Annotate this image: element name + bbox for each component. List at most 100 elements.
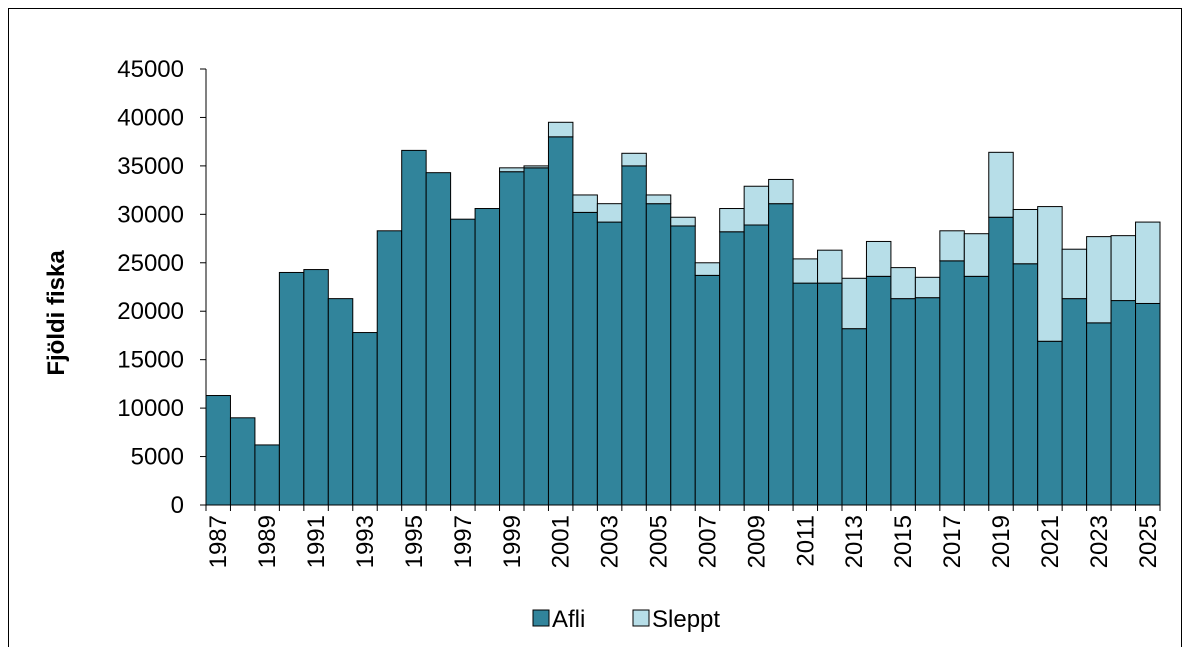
bar-afli-2018	[963, 275, 990, 506]
bar-sleppt-2002	[572, 194, 598, 213]
bar-sleppt-2018	[963, 233, 990, 277]
bar-afli-2012	[817, 282, 843, 506]
y-tick-label: 5000	[131, 444, 184, 471]
y-tick-label: 10000	[117, 395, 184, 422]
x-tick-label: 2011	[792, 515, 819, 567]
x-tick-label: 2021	[1037, 515, 1064, 568]
x-tick-label: 2001	[548, 515, 575, 568]
bar-afli-2005	[645, 203, 672, 506]
legend-swatch-sleppt	[632, 609, 650, 627]
bar-afli-2025	[1135, 302, 1161, 506]
x-tick-label: 1989	[254, 515, 281, 568]
y-tick-label: 45000	[117, 56, 184, 83]
bar-sleppt-2013	[841, 277, 867, 330]
legend-swatch-afli	[532, 609, 550, 627]
bar-afli-1989	[254, 444, 280, 506]
bar-afli-2011	[792, 282, 819, 506]
bar-afli-1990	[278, 271, 305, 506]
bars-group	[205, 121, 1161, 506]
bar-sleppt-2005	[645, 194, 672, 205]
legend: Afli Sleppt	[532, 606, 720, 633]
x-tick-label: 1999	[499, 515, 526, 568]
bar-afli-2014	[865, 275, 892, 506]
bar-sleppt-2011	[792, 258, 819, 284]
legend-label-afli: Afli	[552, 606, 585, 633]
bar-afli-2015	[890, 298, 916, 506]
bar-sleppt-2004	[621, 152, 647, 167]
bar-sleppt-2017	[939, 230, 965, 262]
bar-afli-2003	[596, 221, 623, 506]
bar-afli-2020	[1012, 263, 1039, 506]
bar-afli-1998	[474, 208, 501, 506]
bar-sleppt-2007	[694, 262, 721, 276]
bar-afli-2002	[572, 211, 598, 506]
bar-afli-1991	[303, 269, 329, 506]
bar-afli-2019	[988, 216, 1014, 506]
bar-afli-2009	[743, 224, 770, 506]
bar-afli-2024	[1110, 300, 1137, 506]
bar-afli-1993	[352, 332, 378, 506]
y-tick-label: 35000	[117, 153, 184, 180]
x-tick-label: 1993	[352, 515, 379, 568]
axes-group	[205, 69, 1160, 506]
y-ticks-group: 0 5000 10000 15000 20000 25000 30000 35000 40000…	[117, 56, 206, 519]
x-tick-label: 2005	[646, 515, 673, 568]
bar-sleppt-2015	[890, 267, 916, 300]
legend-label-sleppt: Sleppt	[652, 606, 720, 633]
x-tick-label: 1997	[450, 515, 477, 568]
bar-afli-2010	[768, 203, 794, 506]
x-tick-label: 2013	[841, 515, 868, 568]
x-tick-label: 2015	[890, 515, 917, 568]
bar-afli-2004	[621, 165, 647, 506]
y-tick-label: 15000	[117, 347, 184, 374]
bar-sleppt-2014	[865, 240, 892, 277]
bar-afli-2000	[523, 167, 549, 506]
bar-afli-2023	[1086, 322, 1112, 506]
bar-afli-1997	[450, 218, 476, 506]
bar-sleppt-2023	[1086, 236, 1112, 324]
bar-afli-1987	[205, 395, 231, 506]
bar-sleppt-2025	[1135, 221, 1161, 304]
bar-sleppt-2000	[523, 165, 549, 169]
bar-afli-2007	[694, 274, 721, 506]
bar-afli-2006	[670, 225, 696, 506]
bar-afli-2021	[1037, 340, 1063, 506]
x-tick-label: 2019	[988, 515, 1015, 568]
bar-afli-1994	[376, 230, 403, 506]
bar-afli-1996	[425, 172, 452, 506]
x-tick-label: 2025	[1135, 515, 1162, 568]
bar-afli-1995	[401, 149, 427, 506]
chart-frame: 0 5000 10000 15000 20000 25000 30000 35000 40000…	[8, 8, 1182, 647]
bar-sleppt-2020	[1012, 208, 1039, 265]
y-tick-label: 20000	[117, 298, 184, 325]
bar-afli-2017	[939, 260, 965, 506]
y-axis-title: Fjöldi fiska	[43, 250, 70, 376]
bar-sleppt-2016	[914, 276, 941, 299]
bar-sleppt-2021	[1037, 206, 1063, 342]
bar-afli-2016	[914, 297, 941, 506]
bar-sleppt-2003	[596, 203, 623, 223]
x-ticks-group: 1987 1989 1991 1993 1995 1997 1999 2001 2003 2005…	[205, 505, 1162, 568]
bar-afli-2001	[547, 136, 574, 506]
x-tick-label: 2007	[694, 515, 721, 568]
bar-sleppt-2008	[719, 208, 745, 233]
bar-sleppt-2009	[743, 185, 770, 226]
bar-sleppt-2022	[1061, 248, 1088, 300]
stacked-bar-chart: 0 5000 10000 15000 20000 25000 30000 35000 40000…	[43, 56, 1162, 633]
y-tick-label: 40000	[117, 104, 184, 131]
bar-sleppt-2010	[768, 178, 794, 205]
y-tick-label: 0	[171, 492, 184, 519]
bar-sleppt-2001	[547, 121, 574, 138]
bar-afli-2008	[719, 231, 745, 506]
bar-afli-1988	[229, 417, 256, 506]
bar-afli-1999	[499, 171, 525, 506]
bar-afli-1992	[327, 298, 354, 506]
bar-sleppt-2012	[817, 249, 843, 284]
bar-sleppt-1999	[499, 167, 525, 173]
y-tick-label: 25000	[117, 250, 184, 277]
x-tick-label: 2009	[743, 515, 770, 568]
y-tick-label: 30000	[117, 201, 184, 228]
x-tick-label: 1987	[205, 515, 232, 568]
x-tick-label: 2003	[597, 515, 624, 568]
x-tick-label: 1995	[401, 515, 428, 568]
